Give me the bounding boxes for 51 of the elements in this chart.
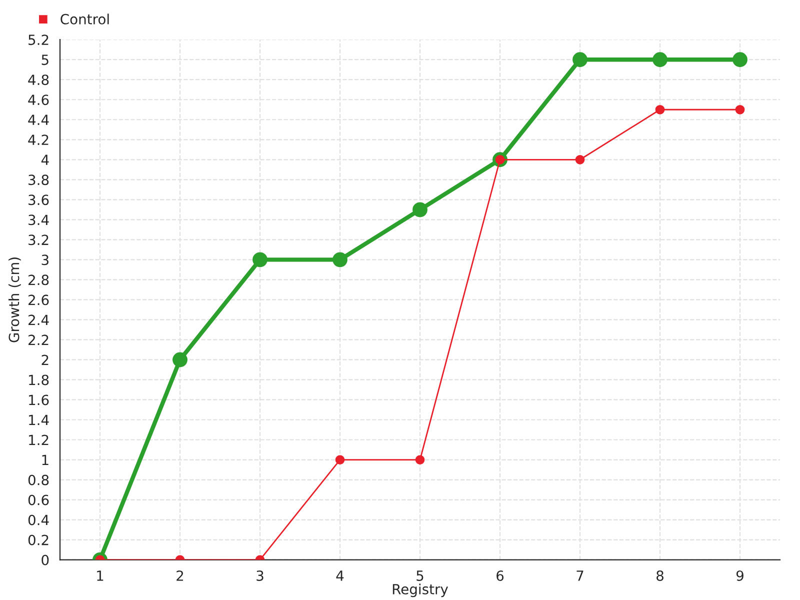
y-tick-label: 4 [41, 154, 49, 165]
x-tick-label: 1 [97, 570, 104, 581]
point [252, 252, 268, 268]
point [575, 154, 585, 164]
x-tick-label: 2 [176, 570, 184, 581]
x-tick-label: 5 [416, 570, 424, 581]
y-axis-title: Growth (cm) [8, 258, 21, 342]
point [415, 455, 425, 464]
y-tick-label: 0.8 [28, 474, 49, 486]
point [732, 52, 748, 68]
y-tick-label: 2 [42, 354, 48, 365]
point [412, 202, 428, 218]
y-tick-label: 4.6 [28, 94, 49, 106]
y-tick-label: 2.2 [28, 334, 48, 345]
y-tick-label: 0.6 [28, 494, 49, 506]
y-tick-label: 1.6 [29, 394, 49, 406]
y-tick-label: 0.2 [28, 534, 48, 546]
point [572, 52, 588, 68]
y-tick-label: 3.2 [28, 234, 48, 246]
y-tick-label: 5 [42, 54, 48, 66]
y-tick-label: 2.6 [28, 294, 49, 306]
y-tick-label: 3.4 [28, 214, 49, 226]
y-tick-label: 1.2 [29, 434, 48, 446]
legend-label: Control [60, 14, 109, 24]
y-tick-label: 3.6 [28, 194, 49, 206]
y-tick-label: 2.8 [28, 274, 49, 286]
y-tick-label: 3.8 [28, 174, 49, 186]
y-tick-label: 3 [42, 254, 48, 266]
y-tick-label: 4.4 [28, 114, 49, 125]
x-tick-label: 3 [256, 570, 264, 581]
y-tick-label: 4.8 [28, 74, 49, 86]
y-tick-label: 5.2 [28, 34, 48, 46]
y-tick-label: 1.4 [29, 414, 49, 426]
x-tick-label: 4 [336, 570, 344, 581]
x-tick-label: 8 [656, 570, 664, 581]
point [655, 104, 665, 114]
point [652, 52, 668, 68]
y-tick-label: 0 [42, 554, 49, 566]
y-tick-label: 4.2 [28, 134, 48, 145]
point [332, 252, 348, 268]
x-tick-label: 7 [576, 570, 584, 581]
y-tick-label: 0.4 [28, 514, 49, 526]
point [735, 104, 745, 114]
y-tick-label: 2.4 [28, 314, 49, 325]
point [335, 455, 345, 464]
y-tick-label: 1.8 [29, 374, 49, 386]
x-axis-title: Registry [392, 584, 448, 598]
y-tick-label: 1 [42, 454, 48, 466]
x-tick-label: 9 [736, 570, 744, 581]
point [172, 352, 188, 368]
x-tick-label: 6 [496, 570, 504, 581]
